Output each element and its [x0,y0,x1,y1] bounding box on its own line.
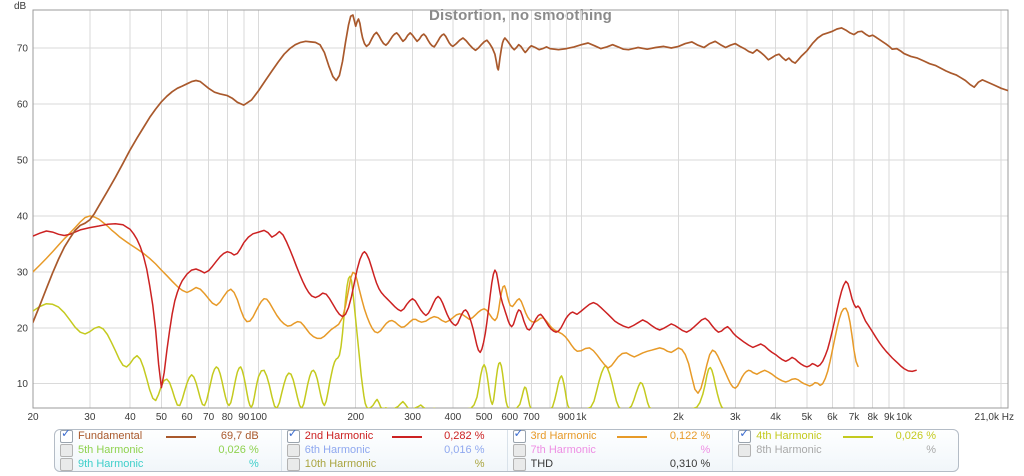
checkbox-7th-harmonic[interactable] [512,443,526,457]
legend-label-3rd-harmonic: 3rd Harmonic [530,431,597,443]
check-mark-icon: ✓ [513,429,524,441]
legend-value-6th-harmonic: 0,016 % [444,443,485,456]
legend-value-2nd-harmonic: 0,282 % [444,430,485,443]
x-tick-200: 200 [347,412,364,423]
x-tick-50: 50 [156,412,168,423]
y-tick-20: 20 [17,323,29,334]
y-tick-60: 60 [17,99,29,110]
x-tick-40: 40 [125,412,137,423]
x-tick-9k: 9k [884,412,896,423]
x-tick-60: 60 [181,412,193,423]
legend-value-10th-harmonic: % [474,457,485,470]
check-mark-icon: ✓ [287,429,298,441]
checkbox-6th-harmonic[interactable] [286,443,300,457]
legend-item-9th-harmonic: 9th Harmonic% [55,457,281,471]
checkbox-fundamental[interactable]: ✓ [60,429,73,444]
checkbox-2nd-harmonic[interactable]: ✓ [286,429,300,444]
legend-item-6th-harmonic: 6th Harmonic 0,016 % [280,443,507,458]
x-tick-100: 100 [250,412,267,423]
y-axis-unit-label: dB [14,1,27,12]
x-tick-70: 70 [203,412,215,423]
legend-label-7th-harmonic: 7th Harmonic [530,444,596,456]
trace-color-sample-3rd-harmonic [617,435,648,438]
checkbox-4th-harmonic[interactable]: ✓ [738,429,752,444]
legend-item-8th-harmonic: 8th Harmonic% [732,443,958,458]
legend-item-10th-harmonic: 10th Harmonic% [280,457,507,471]
legend-label-thd: THD [530,458,554,470]
x-tick-21-0k-hz: 21,0k Hz [975,412,1014,423]
trace-color-sample-4th-harmonic [843,435,873,438]
y-tick-50: 50 [17,155,29,166]
x-tick-400: 400 [445,412,462,423]
trace-2nd-harmonic [33,222,917,389]
legend-label-6th-harmonic: 6th Harmonic [304,444,371,456]
trace-color-sample-fundamental [165,435,196,438]
legend-item-fundamental: ✓ Fundamental 69,7 dB [55,430,281,444]
checkbox-10th-harmonic[interactable] [286,457,300,471]
x-tick-3k: 3k [730,412,742,423]
check-mark-icon: ✓ [61,429,72,441]
x-tick-600: 600 [501,412,518,423]
y-tick-10: 10 [17,379,29,390]
check-mark-icon: ✓ [739,429,750,441]
legend-value-fundamental: 69,7 dB [220,430,259,443]
trace-color-sample-2nd-harmonic [391,435,422,438]
x-tick-8k: 8k [867,412,879,423]
plot-border [32,9,1009,409]
x-tick-7k: 7k [849,412,861,423]
x-tick-300: 300 [404,412,421,423]
x-tick-1k: 1k [576,412,588,423]
x-tick-80: 80 [222,412,234,423]
y-tick-70: 70 [17,44,29,55]
legend-value-5th-harmonic: 0,026 % [218,443,259,456]
legend-label-4th-harmonic: 4th Harmonic [756,431,822,443]
x-tick-4k: 4k [770,412,782,423]
x-tick-90: 90 [238,412,250,423]
legend-label-9th-harmonic: 9th Harmonic [78,458,144,470]
trace-4th-harmonic [33,275,724,408]
checkbox-3rd-harmonic[interactable]: ✓ [512,429,526,444]
legend-label-fundamental: Fundamental [78,431,143,443]
x-tick-2k: 2k [673,412,685,423]
legend-item-7th-harmonic: 7th Harmonic% [506,443,733,458]
trace-fundamental [33,14,1008,324]
x-axis-tick-labels: 20 30 40 50 60 70 80 90 100 200 300 400 500 600 700 900… [27,412,1014,423]
legend-value-9th-harmonic: % [248,457,259,470]
checkbox-9th-harmonic[interactable] [60,457,73,471]
legend-value-thd: 0,310 % [669,457,711,470]
legend-value-4th-harmonic: 0,026 % [895,430,936,443]
trace-legend-panel: ✓ Fundamental 69,7 dB ✓ 2nd Harmonic 0,282 % ✓… [54,429,959,472]
checkbox-8th-harmonic[interactable] [738,443,752,457]
gridlines [33,10,1008,408]
legend-empty-cell [732,457,958,471]
legend-value-7th-harmonic: % [700,443,711,456]
legend-value-3rd-harmonic: 0,122 % [669,430,711,443]
x-tick-10k: 10k [896,412,913,423]
x-tick-5k: 5k [802,412,814,423]
y-tick-40: 40 [17,211,29,222]
x-tick-20: 20 [27,412,39,423]
checkbox-thd[interactable] [512,457,526,471]
legend-item-5th-harmonic: 5th Harmonic 0,026 % [55,443,281,458]
trace-3rd-harmonic [33,215,859,394]
legend-item-3rd-harmonic: ✓ 3rd Harmonic 0,122 % [506,429,733,444]
legend-label-10th-harmonic: 10th Harmonic [304,458,377,470]
legend-value-8th-harmonic: % [926,443,936,456]
legend-item-2nd-harmonic: ✓ 2nd Harmonic 0,282 % [280,429,507,444]
x-tick-30: 30 [84,412,96,423]
y-axis-tick-labels: 70 60 50 40 30 20 10 [17,44,29,391]
legend-item-4th-harmonic: ✓ 4th Harmonic 0,026 % [732,430,958,444]
checkbox-5th-harmonic[interactable] [60,443,73,457]
x-tick-500: 500 [476,412,493,423]
x-tick-700: 700 [523,412,540,423]
x-tick-900: 900 [558,412,575,423]
legend-label-2nd-harmonic: 2nd Harmonic [304,431,374,443]
y-tick-30: 30 [17,267,29,278]
legend-item-thd: THD 0,310 % [506,457,733,471]
x-tick-6k: 6k [827,412,839,423]
legend-label-5th-harmonic: 5th Harmonic [78,444,144,456]
distortion-chart: 20 30 40 50 60 70 80 90 100 200 300 400 500 600 700 900… [17,9,1014,423]
legend-label-8th-harmonic: 8th Harmonic [756,444,822,456]
